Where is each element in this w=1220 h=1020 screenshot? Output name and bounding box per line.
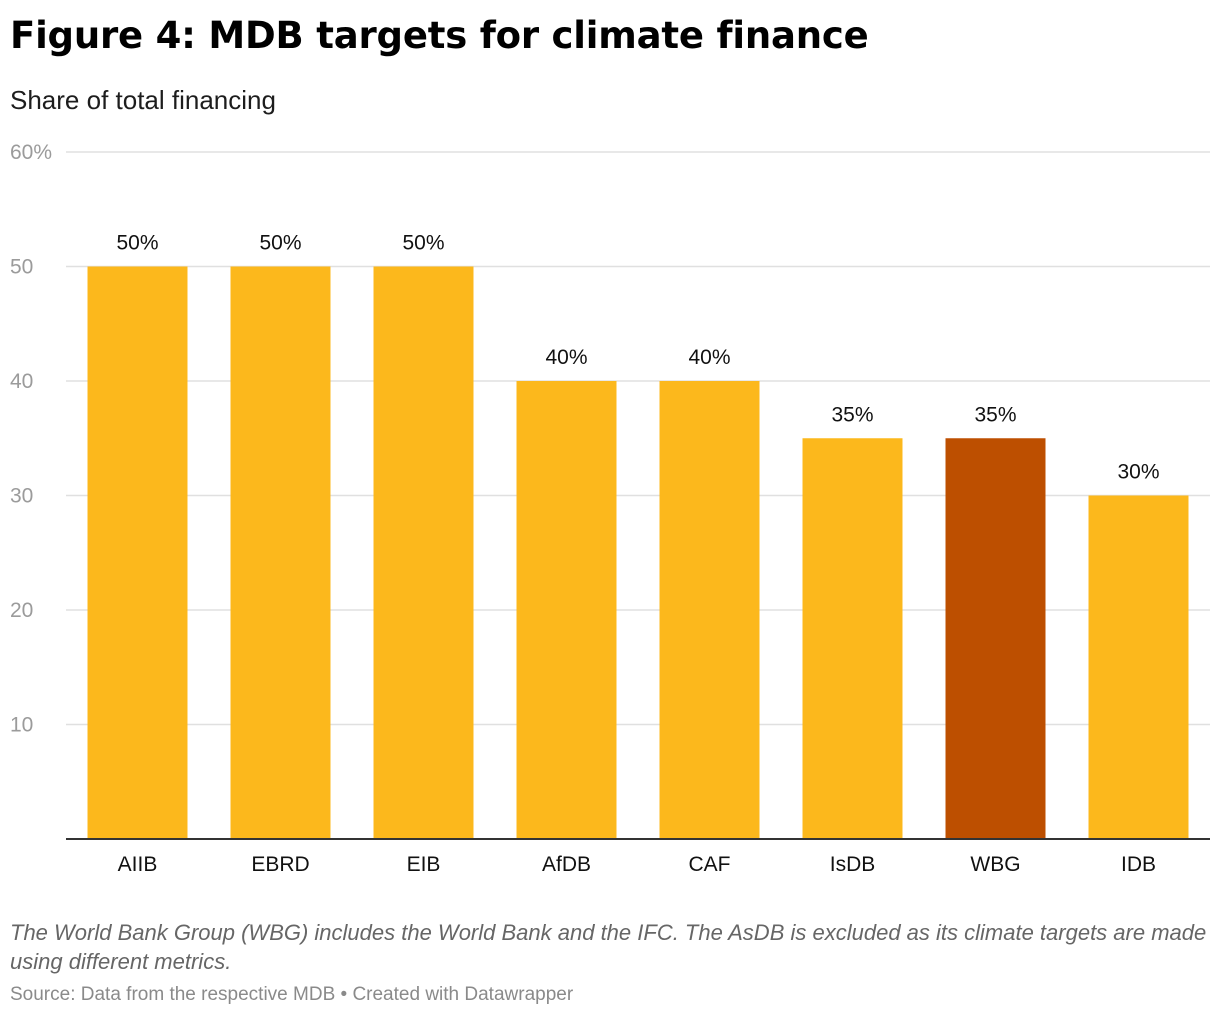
bar-chart: 10 20 30 40 50 60% 50% 50% 50% 40% 40% 35% 35% 30% A… — [10, 141, 1210, 876]
x-tick-label: IDB — [1121, 853, 1156, 876]
value-label: 50% — [402, 232, 444, 255]
chart-notes: The World Bank Group (WBG) includes the … — [10, 920, 1207, 974]
y-tick-label: 40 — [10, 370, 33, 393]
bar-aiib — [87, 266, 188, 839]
y-tick-label: 50 — [10, 256, 33, 279]
value-label: 30% — [1117, 461, 1159, 484]
value-labels: 50% 50% 50% 40% 40% 35% 35% 30% — [116, 232, 1159, 484]
y-tick-label: 60% — [10, 141, 52, 164]
value-label: 35% — [831, 403, 873, 426]
chart-source: Source: Data from the respective MDB • C… — [10, 984, 574, 1005]
bar-wbg — [945, 438, 1046, 839]
x-tick-label: WBG — [970, 853, 1020, 876]
bar-caf — [659, 381, 760, 839]
x-tick-label: IsDB — [830, 853, 876, 876]
chart-title: Figure 4: MDB targets for climate financ… — [10, 14, 869, 57]
y-tick-label: 30 — [10, 485, 33, 508]
value-label: 35% — [974, 403, 1016, 426]
y-tick-label: 20 — [10, 599, 33, 622]
x-tick-label: AfDB — [542, 853, 591, 876]
bar-ebrd — [230, 266, 331, 839]
value-label: 50% — [259, 232, 301, 255]
chart-subtitle: Share of total financing — [10, 85, 276, 115]
axes: AIIB EBRD EIB AfDB CAF IsDB WBG IDB — [66, 838, 1210, 876]
bars — [87, 266, 1189, 839]
bar-afdb — [516, 381, 617, 839]
bar-eib — [373, 266, 474, 839]
x-tick-label: AIIB — [118, 853, 158, 876]
y-tick-label: 10 — [10, 714, 33, 737]
bar-isdb — [802, 438, 903, 839]
value-label: 40% — [688, 346, 730, 369]
bar-idb — [1088, 495, 1189, 839]
value-label: 50% — [116, 232, 158, 255]
x-tick-label: EIB — [407, 853, 441, 876]
x-tick-label: CAF — [689, 853, 731, 876]
value-label: 40% — [545, 346, 587, 369]
x-tick-label: EBRD — [251, 853, 309, 876]
